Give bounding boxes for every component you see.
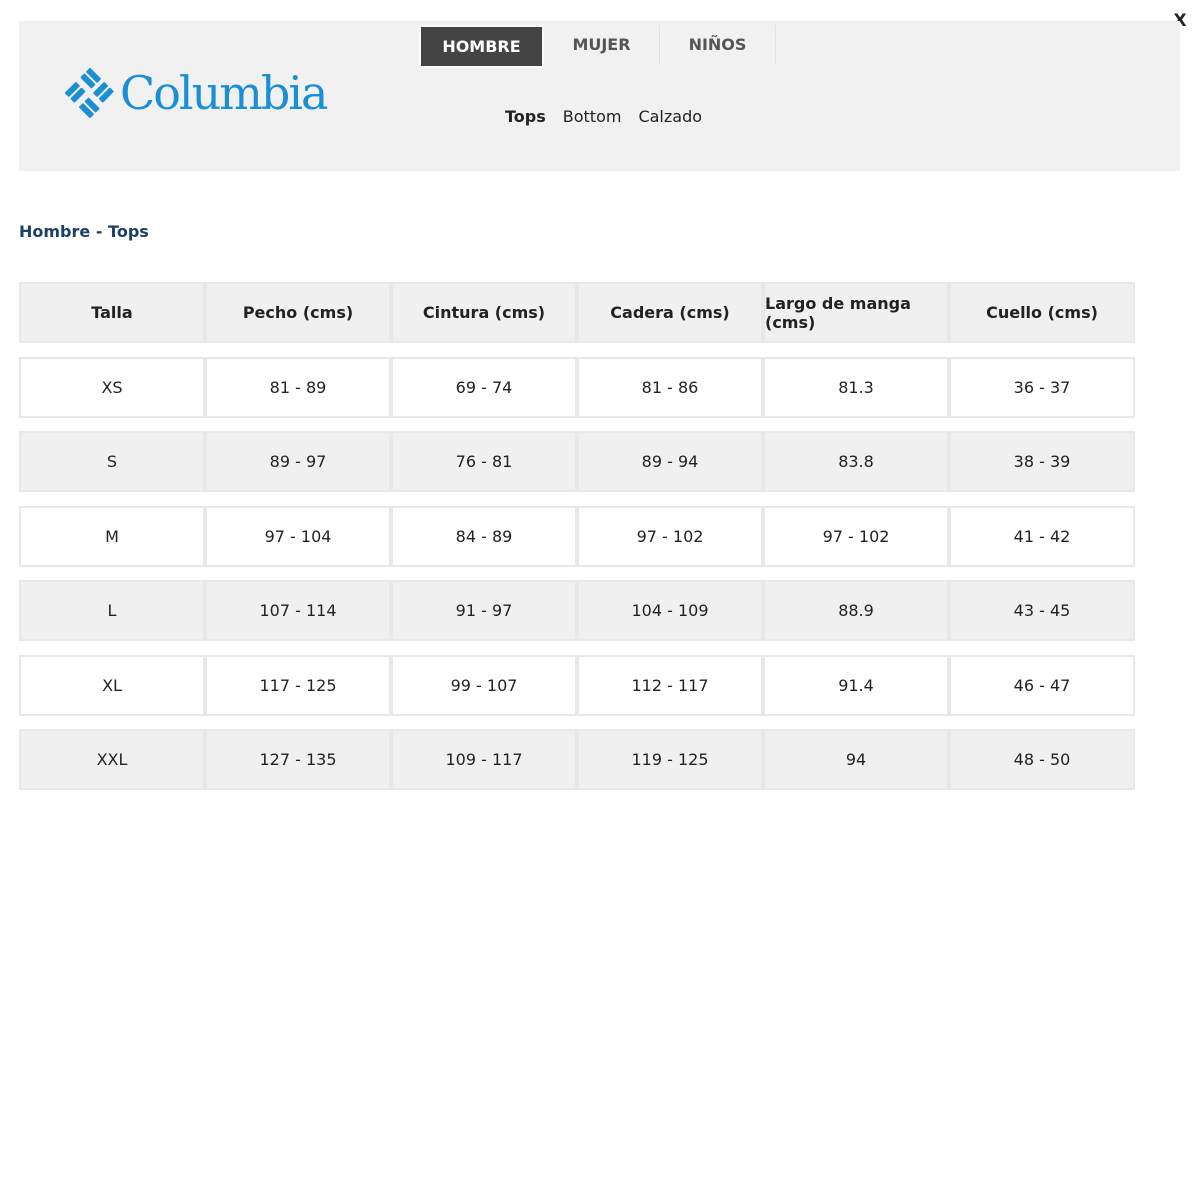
table-cell: 83.8 [763,431,949,492]
header [19,21,1180,171]
table-cell: 36 - 37 [949,356,1135,418]
table-cell: 81 - 89 [205,356,391,418]
table-cell: 112 - 117 [577,654,763,716]
columbia-diamond-icon [64,67,114,119]
table-cell: 127 - 135 [205,729,391,790]
table-row: L 107 - 114 91 - 97 104 - 109 88.9 43 - 45 [19,580,1135,641]
table-cell: 76 - 81 [391,431,577,492]
table-header-row: Talla Pecho (cms) Cintura (cms) Cadera (… [19,282,1135,343]
category-nav: Tops Bottom Calzado [505,107,702,126]
table-cell: 89 - 94 [577,431,763,492]
table-cell: 91 - 97 [391,580,577,641]
table-cell: 107 - 114 [205,580,391,641]
table-row: M 97 - 104 84 - 89 97 - 102 97 - 102 41 - 42 [19,505,1135,567]
table-row: XS 81 - 89 69 - 74 81 - 86 81.3 36 - 37 [19,356,1135,418]
table-cell: 48 - 50 [949,729,1135,790]
table-cell: L [19,580,205,641]
subnav-tops[interactable]: Tops [505,107,546,126]
header-cell: Cintura (cms) [391,282,577,343]
table-cell: 89 - 97 [205,431,391,492]
table-cell: XXL [19,729,205,790]
table-cell: 38 - 39 [949,431,1135,492]
table-cell: XL [19,654,205,716]
size-table: Talla Pecho (cms) Cintura (cms) Cadera (… [19,282,1135,804]
table-row: XL 117 - 125 99 - 107 112 - 117 91.4 46 - 47 [19,654,1135,716]
subnav-bottom[interactable]: Bottom [562,107,622,126]
table-cell: 69 - 74 [391,356,577,418]
table-cell: 41 - 42 [949,505,1135,567]
table-cell: 84 - 89 [391,505,577,567]
table-cell: 94 [763,729,949,790]
gender-tabs: HOMBRE MUJER NIÑOS [419,25,776,68]
header-cell: Largo de manga (cms) [763,282,949,343]
table-cell: 46 - 47 [949,654,1135,716]
table-cell: 119 - 125 [577,729,763,790]
table-row: S 89 - 97 76 - 81 89 - 94 83.8 38 - 39 [19,431,1135,492]
subnav-calzado[interactable]: Calzado [638,107,703,126]
section-title: Hombre - Tops [19,222,149,241]
tab-ninos[interactable]: NIÑOS [660,25,776,64]
table-row: XXL 127 - 135 109 - 117 119 - 125 94 48 - 50 [19,729,1135,790]
table-cell: 91.4 [763,654,949,716]
table-cell: 117 - 125 [205,654,391,716]
table-cell: 99 - 107 [391,654,577,716]
table-cell: 109 - 117 [391,729,577,790]
table-cell: M [19,505,205,567]
table-cell: 97 - 104 [205,505,391,567]
tab-hombre[interactable]: HOMBRE [419,25,544,68]
header-cell: Talla [19,282,205,343]
table-cell: XS [19,356,205,418]
table-cell: 88.9 [763,580,949,641]
table-cell: 43 - 45 [949,580,1135,641]
columbia-logo: Columbia [64,66,328,120]
table-cell: 97 - 102 [763,505,949,567]
tab-mujer[interactable]: MUJER [544,25,660,64]
header-cell: Cadera (cms) [577,282,763,343]
table-cell: 81 - 86 [577,356,763,418]
header-cell: Cuello (cms) [949,282,1135,343]
table-cell: 104 - 109 [577,580,763,641]
header-cell: Pecho (cms) [205,282,391,343]
table-cell: 97 - 102 [577,505,763,567]
table-cell: S [19,431,205,492]
brand-name: Columbia [120,66,328,120]
table-cell: 81.3 [763,356,949,418]
